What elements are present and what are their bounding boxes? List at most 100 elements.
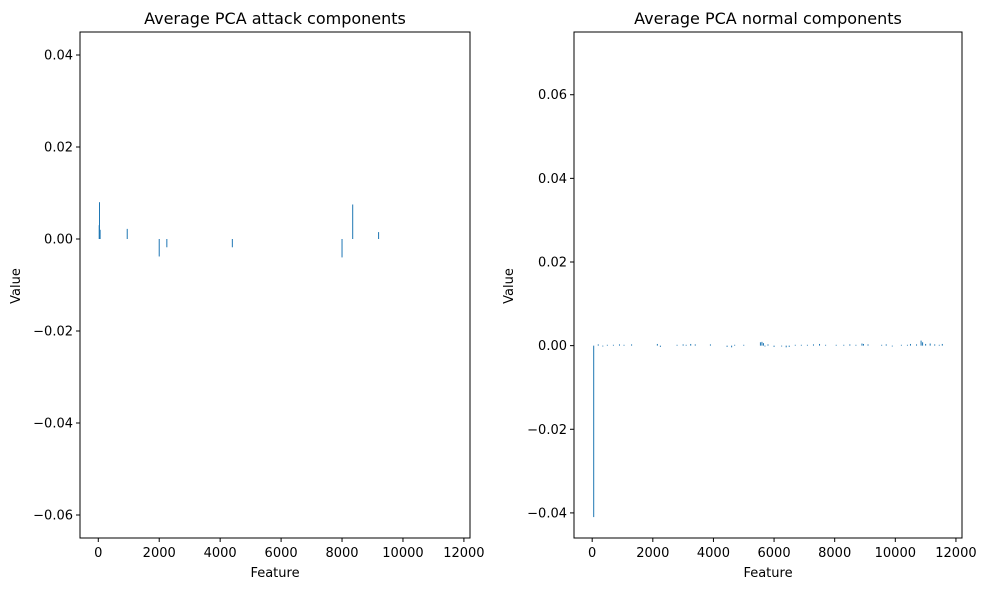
attack-chart-x-tick-label: 8000 xyxy=(325,546,358,561)
normal-chart-bar xyxy=(929,343,931,346)
normal-chart-bar xyxy=(694,344,696,346)
normal-chart-title: Average PCA normal components xyxy=(634,9,902,28)
normal-chart-bar xyxy=(881,344,883,346)
normal-chart-x-tick-label: 4000 xyxy=(697,546,730,561)
normal-chart-x-tick-label: 6000 xyxy=(758,546,791,561)
attack-chart-y-tick-label: 0.00 xyxy=(44,233,73,248)
normal-chart-bar xyxy=(800,344,802,346)
attack-chart-bar xyxy=(166,239,168,248)
attack-chart-x-ticks: 0 2000 4000 6000 8000 10000 12000 xyxy=(94,538,485,561)
attack-chart-bar xyxy=(99,202,100,239)
normal-chart-ylabel: Value xyxy=(502,268,517,304)
normal-chart-bar xyxy=(593,345,595,518)
normal-chart-bar xyxy=(861,343,863,346)
attack-chart-bar xyxy=(378,232,380,239)
normal-chart-bar xyxy=(731,345,733,348)
normal-chart-bar xyxy=(885,344,887,346)
normal-chart-x-tick-label: 2000 xyxy=(636,546,669,561)
normal-chart-xlabel: Feature xyxy=(743,566,792,581)
attack-chart-y-tick-label: −0.02 xyxy=(33,325,73,340)
normal-chart-bar xyxy=(812,344,814,346)
normal-chart-bar xyxy=(934,344,936,346)
normal-chart-x-tick-label: 10000 xyxy=(875,546,916,561)
normal-chart-x-ticks: 0 2000 4000 6000 8000 10000 12000 xyxy=(588,538,977,561)
normal-chart-bar xyxy=(685,344,687,346)
attack-chart-y-ticks: 0.04 0.02 0.00 −0.02 −0.04 −0.06 xyxy=(33,49,80,524)
attack-chart-ylabel: Value xyxy=(9,268,24,304)
normal-chart-bar xyxy=(920,340,922,346)
normal-chart-plot-area xyxy=(573,31,963,539)
attack-chart-x-tick-label: 6000 xyxy=(265,546,298,561)
normal-chart-y-tick-label: 0.02 xyxy=(538,256,567,271)
normal-chart-bar xyxy=(916,344,918,346)
normal-chart-bar xyxy=(690,343,692,346)
attack-chart-x-tick-label: 12000 xyxy=(443,546,484,561)
normal-chart-y-tick-label: −0.04 xyxy=(527,506,567,521)
normal-chart-bar xyxy=(909,343,911,346)
normal-chart-bar xyxy=(759,342,761,346)
normal-chart-bar xyxy=(767,344,769,346)
attack-chart-x-tick-label: 0 xyxy=(94,546,102,561)
attack-chart-plot-area xyxy=(79,31,471,539)
attack-chart-x-tick-label: 10000 xyxy=(382,546,423,561)
attack-chart-bar xyxy=(341,239,343,258)
normal-chart-bar xyxy=(743,344,745,346)
normal-chart-bar xyxy=(602,345,604,347)
normal-chart-bar xyxy=(806,344,808,346)
normal-chart: Average PCA normal components Feature Va… xyxy=(502,9,977,581)
normal-chart-bar xyxy=(709,344,711,346)
attack-chart-y-tick-label: 0.04 xyxy=(44,49,73,64)
normal-chart-bar xyxy=(761,341,763,346)
normal-chart-bar xyxy=(623,344,625,346)
normal-chart-x-tick-label: 8000 xyxy=(818,546,851,561)
attack-chart-x-tick-label: 4000 xyxy=(204,546,237,561)
attack-chart-bar xyxy=(99,229,101,239)
attack-chart-x-tick-label: 2000 xyxy=(143,546,176,561)
normal-chart-bar xyxy=(682,344,684,346)
normal-chart-x-tick-label: 0 xyxy=(588,546,596,561)
attack-chart-bar xyxy=(126,228,128,239)
normal-chart-bar xyxy=(922,342,924,346)
normal-chart-bar xyxy=(843,344,845,346)
attack-chart-bars xyxy=(98,202,380,258)
normal-chart-bar xyxy=(788,345,790,347)
normal-chart-bar xyxy=(762,343,764,346)
attack-chart-bar xyxy=(352,204,354,239)
normal-chart-y-ticks: 0.06 0.04 0.02 0.00 −0.02 −0.04 xyxy=(527,88,574,521)
normal-chart-bar xyxy=(764,345,766,347)
attack-chart-title: Average PCA attack components xyxy=(144,9,406,28)
normal-chart-bar xyxy=(676,344,678,346)
attack-chart-xlabel: Feature xyxy=(250,566,299,581)
normal-chart-bar xyxy=(867,344,869,346)
normal-chart-bar xyxy=(734,344,736,346)
normal-chart-bar xyxy=(906,344,908,346)
normal-chart-bar xyxy=(785,345,787,348)
normal-chart-bar xyxy=(825,344,827,346)
normal-chart-bars xyxy=(593,340,943,518)
normal-chart-x-tick-label: 12000 xyxy=(935,546,976,561)
normal-chart-bar xyxy=(819,343,821,346)
normal-chart-bar xyxy=(656,343,658,346)
normal-chart-bar xyxy=(794,344,796,346)
normal-chart-bar xyxy=(726,345,728,347)
normal-chart-bar xyxy=(891,345,893,347)
normal-chart-bar xyxy=(773,345,775,347)
attack-chart-y-tick-label: −0.04 xyxy=(33,417,73,432)
normal-chart-bar xyxy=(631,344,633,346)
normal-chart-bar xyxy=(835,344,837,346)
normal-chart-bar xyxy=(849,344,851,346)
attack-chart-bar xyxy=(158,239,160,257)
normal-chart-bar xyxy=(941,343,943,346)
normal-chart-y-tick-label: −0.02 xyxy=(527,423,567,438)
normal-chart-y-tick-label: 0.04 xyxy=(538,172,567,187)
normal-chart-y-tick-label: 0.06 xyxy=(538,88,567,103)
normal-chart-bar xyxy=(597,344,599,346)
normal-chart-bar xyxy=(938,344,940,346)
normal-chart-bar xyxy=(659,345,661,347)
normal-chart-bar xyxy=(781,345,783,347)
normal-chart-bar xyxy=(862,343,864,346)
normal-chart-y-tick-label: 0.00 xyxy=(538,339,567,354)
normal-chart-bar xyxy=(612,344,614,346)
normal-chart-bar xyxy=(900,344,902,346)
